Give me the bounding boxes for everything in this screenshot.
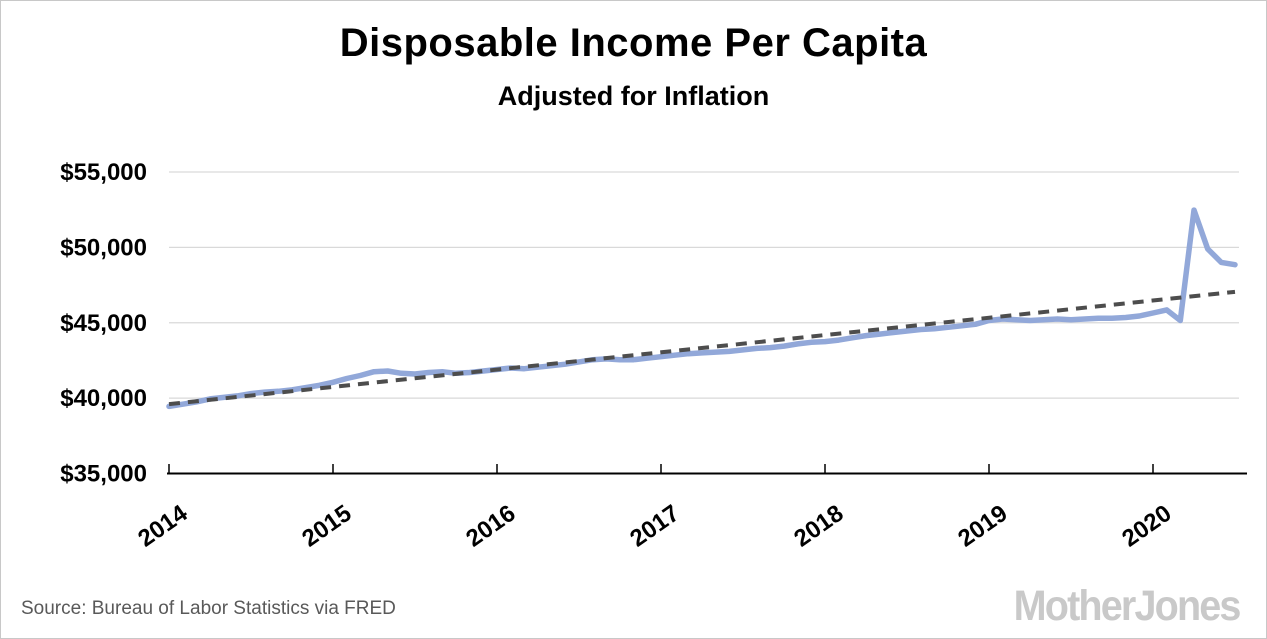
x-axis-label: 2016 — [461, 500, 520, 553]
x-axis-label: 2014 — [133, 499, 193, 552]
income-data-line — [166, 207, 1238, 410]
chart-title: Disposable Income Per Capita — [339, 21, 928, 65]
x-axis-label: 2018 — [789, 500, 848, 553]
source-note: Source: Bureau of Labor Statistics via F… — [21, 598, 396, 619]
trend-dashed-line — [168, 289, 1236, 407]
y-axis-label: $55,000 — [60, 159, 147, 186]
x-axis-label: 2015 — [297, 500, 356, 553]
mother-jones-logo: MotherJones — [1014, 582, 1242, 630]
y-axis-label: $50,000 — [60, 234, 147, 261]
y-axis-label: $35,000 — [60, 461, 147, 488]
x-axis-label: 2017 — [625, 500, 684, 553]
y-axis-label: $45,000 — [60, 310, 147, 337]
chart-subtitle: Adjusted for Inflation — [497, 81, 770, 111]
x-axis-label: 2020 — [1117, 500, 1176, 553]
x-axis-label: 2019 — [953, 500, 1012, 553]
y-axis-label: $40,000 — [60, 385, 147, 412]
